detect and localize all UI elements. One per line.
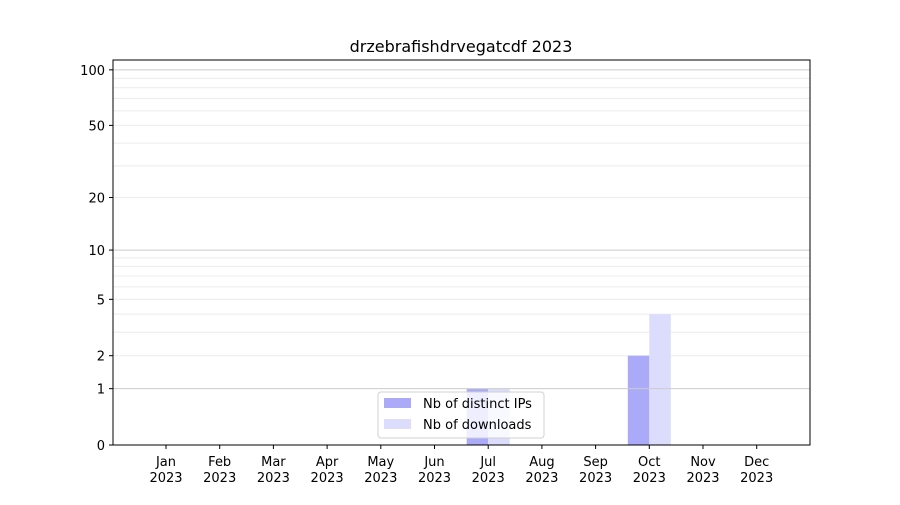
- bar-downloads: [649, 314, 671, 445]
- legend: Nb of distinct IPs Nb of downloads: [377, 391, 545, 439]
- y-tick-label: 50: [88, 119, 105, 134]
- x-tick-label: Apr 2023: [311, 455, 344, 486]
- x-tick-label: Jan 2023: [149, 455, 182, 486]
- legend-label: Nb of distinct IPs: [423, 397, 532, 412]
- x-tick-label: Oct 2023: [633, 455, 666, 486]
- x-tick-label: May 2023: [364, 455, 397, 486]
- x-tick-label: Mar 2023: [257, 455, 290, 486]
- major-gridlines: [113, 69, 810, 390]
- y-tick-label: 20: [88, 192, 105, 207]
- y-tick-label: 100: [80, 64, 105, 79]
- x-axis: Jan 2023 Feb 2023 Mar 2023 Apr 2023 May 2023 Jun 20…: [149, 445, 773, 486]
- legend-swatch: [384, 398, 411, 408]
- x-tick-label: Aug 2023: [525, 455, 558, 486]
- y-tick-label: 1: [97, 383, 105, 398]
- chart-title: drzebrafishdrvegatcdf 2023: [350, 37, 573, 56]
- y-tick-label: 0: [97, 439, 105, 454]
- x-tick-label: Jul 2023: [472, 455, 505, 486]
- x-tick-label: Dec 2023: [740, 455, 773, 486]
- y-tick-label: 5: [97, 293, 105, 308]
- x-tick-label: Feb 2023: [203, 455, 236, 486]
- x-tick-label: Nov 2023: [686, 455, 719, 486]
- legend-box: [377, 391, 545, 439]
- y-axis: 0 1 2 5 10 20 50 100: [80, 64, 113, 454]
- gridlines: [113, 77, 810, 357]
- plot-frame: [112, 59, 811, 446]
- legend-label: Nb of downloads: [423, 418, 532, 433]
- y-tick-label: 2: [97, 350, 105, 365]
- x-tick-label: Sep 2023: [579, 455, 612, 486]
- bar-distinct-ips: [627, 355, 650, 445]
- legend-swatch: [384, 419, 411, 429]
- x-tick-label: Jun 2023: [418, 455, 451, 486]
- y-tick-label: 10: [88, 244, 105, 259]
